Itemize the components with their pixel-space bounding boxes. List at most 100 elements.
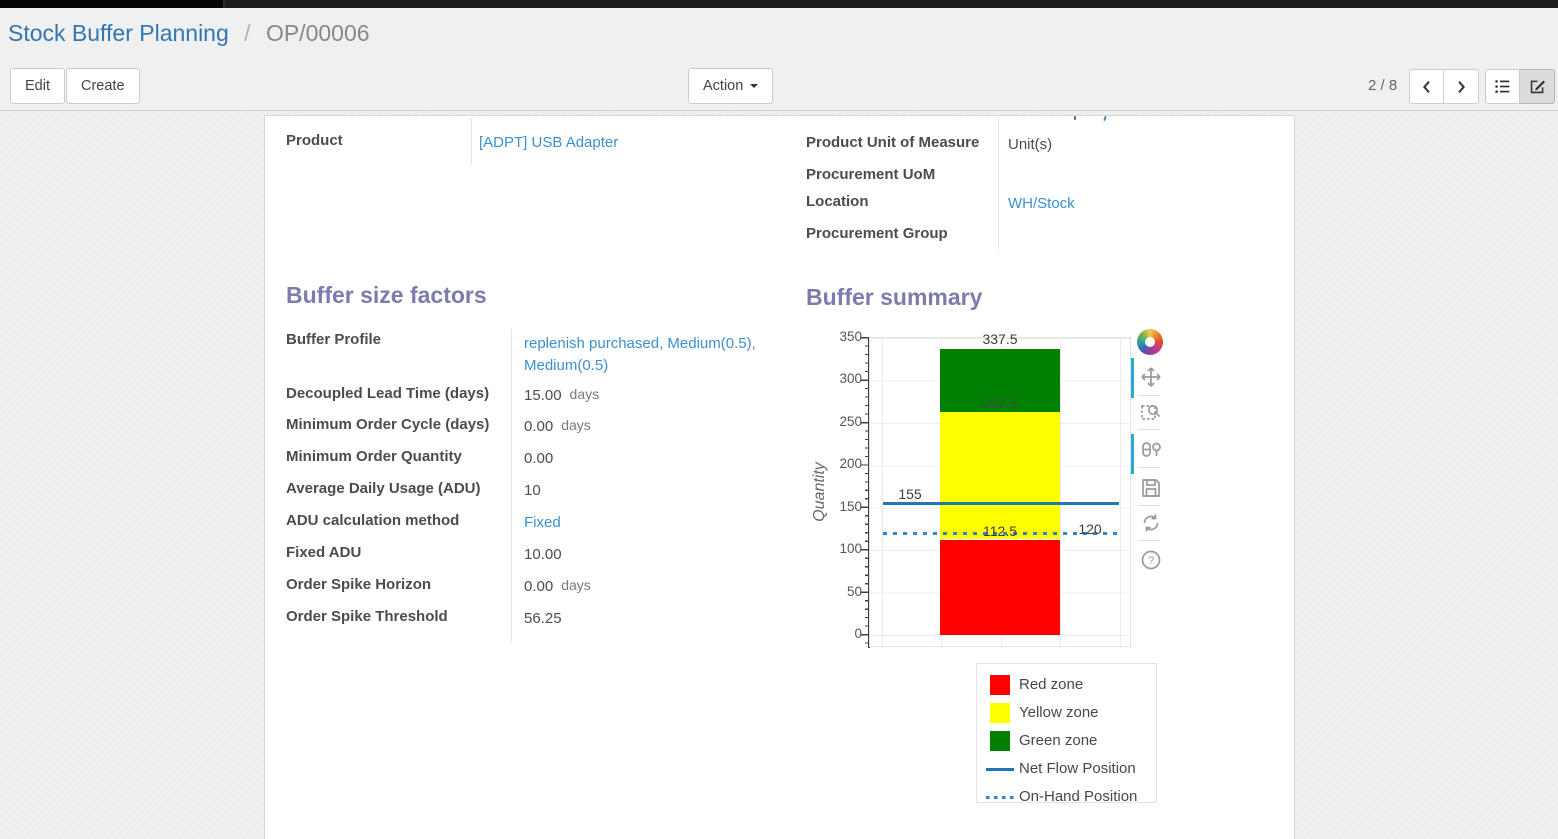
breadcrumb-current: OP/00006	[265, 20, 370, 46]
field-value-spike-threshold: 56.25	[524, 610, 562, 627]
moc-suffix: days	[561, 417, 591, 433]
field-label-dlt: Decoupled Lead Time (days)	[286, 385, 490, 402]
field-value-product-uom: Unit(s)	[1008, 136, 1053, 153]
column-separator	[471, 118, 472, 164]
column-separator	[998, 116, 999, 249]
hover-icon	[1142, 442, 1161, 457]
action-label: Action	[703, 78, 744, 94]
help-tool-button[interactable]: ?	[1139, 548, 1163, 572]
chevron-left-icon	[1422, 80, 1430, 93]
previous-record-button[interactable]	[1409, 69, 1444, 104]
field-value-product-link[interactable]: [ADPT] USB Adapter	[479, 134, 619, 151]
legend-item-net-flow: Net Flow Position	[977, 759, 1156, 779]
field-value-fixed-adu: 10.00	[524, 546, 562, 563]
field-value-adu-method-link[interactable]: Fixed	[524, 514, 561, 531]
green-top-label: 337.5	[982, 331, 1018, 347]
create-button[interactable]: Create	[66, 68, 140, 104]
toolbar-separator	[1138, 467, 1160, 468]
help-icon: ?	[1141, 550, 1161, 570]
breadcrumb-separator: /	[244, 20, 251, 46]
reset-tool-button[interactable]	[1139, 511, 1163, 535]
net-flow-label: 155	[898, 486, 922, 502]
spike-horizon-number: 0.00	[524, 578, 554, 595]
green-zone-bar	[940, 348, 1060, 413]
legend-item-on-hand: On-Hand Position	[977, 787, 1156, 807]
section-title-buffer-size-factors: Buffer size factors	[286, 282, 487, 308]
hover-tool-button[interactable]	[1139, 438, 1163, 462]
form-view-icon	[1530, 80, 1545, 94]
field-label-procurement-uom: Procurement UoM	[806, 166, 936, 183]
list-view-button[interactable]	[1485, 69, 1520, 104]
reset-icon	[1143, 514, 1159, 532]
legend-label: Red zone	[1019, 676, 1084, 693]
solid-line-swatch	[986, 768, 1014, 771]
top-navbar	[0, 0, 1558, 8]
y-axis-minor-ticks	[865, 337, 869, 648]
active-tool-indicator	[1131, 358, 1134, 398]
field-label-location: Location	[806, 193, 869, 210]
field-label-adu: Average Daily Usage (ADU)	[286, 480, 481, 497]
field-label-spike-threshold: Order Spike Threshold	[286, 608, 448, 625]
y-tick-200: 200	[839, 456, 862, 471]
view-switcher-group	[1485, 69, 1555, 104]
y-tick-250: 250	[839, 414, 862, 429]
on-hand-position-line	[883, 531, 1119, 535]
field-value-location-link[interactable]: WH/Stock	[1008, 195, 1075, 212]
save-icon	[1142, 479, 1160, 497]
form-background: Product [ADPT] USB Adapter Product Unit …	[0, 111, 1558, 839]
field-label-fixed-adu: Fixed ADU	[286, 544, 362, 561]
plot-area[interactable]: 337.5 262.5 112.5 155 120	[869, 331, 1131, 647]
breadcrumb: Stock Buffer Planning / OP/00006	[8, 20, 370, 47]
form-view-button[interactable]	[1520, 69, 1555, 104]
chevron-right-icon	[1458, 80, 1465, 93]
top-navbar-active-segment	[0, 0, 225, 8]
chart-toolbar: ?	[1131, 329, 1167, 579]
list-view-icon	[1495, 80, 1510, 93]
field-label-min-order-qty: Minimum Order Quantity	[286, 448, 462, 465]
box-zoom-tool-button[interactable]	[1139, 400, 1163, 424]
field-label-product-uom: Product Unit of Measure	[806, 134, 980, 151]
y-tick-300: 300	[839, 371, 862, 386]
yellow-top-label: 262.5	[982, 395, 1018, 411]
toolbar-separator	[1138, 505, 1160, 506]
legend-label: Green zone	[1019, 732, 1098, 749]
x-gridline	[1120, 338, 1121, 646]
breadcrumb-parent-link[interactable]: Stock Buffer Planning	[8, 20, 229, 46]
pan-icon	[1141, 367, 1161, 387]
action-dropdown-button[interactable]: Action	[688, 68, 774, 104]
active-tool-indicator	[1131, 434, 1134, 474]
next-record-button[interactable]	[1444, 69, 1479, 104]
red-zone-bar	[940, 539, 1060, 635]
y-tick-0: 0	[854, 626, 862, 641]
field-label-buffer-profile: Buffer Profile	[286, 331, 382, 348]
legend-label: On-Hand Position	[1019, 788, 1138, 805]
yellow-swatch	[990, 703, 1010, 723]
legend-item-yellow-zone: Yellow zone	[977, 703, 1156, 723]
field-value-adu: 10	[524, 482, 541, 499]
bokeh-logo-icon[interactable]	[1137, 329, 1163, 355]
y-tick-50: 50	[846, 584, 862, 599]
dlt-suffix: days	[569, 386, 600, 402]
box-zoom-icon	[1141, 404, 1161, 420]
net-flow-position-line	[883, 502, 1119, 505]
red-swatch	[990, 675, 1010, 695]
pan-tool-button[interactable]	[1139, 365, 1163, 389]
save-tool-button[interactable]	[1139, 476, 1163, 500]
chart-legend: Red zone Yellow zone Green zone Net Flow…	[976, 663, 1157, 805]
pager-counter: 2 / 8	[1368, 77, 1398, 94]
field-value-buffer-profile-link[interactable]: replenish purchased, Medium(0.5), Medium…	[524, 335, 756, 374]
clipped-row-remnant	[1074, 116, 1076, 120]
form-sheet: Product [ADPT] USB Adapter Product Unit …	[264, 115, 1295, 839]
dlt-number: 15.00	[524, 387, 562, 404]
svg-text:?: ?	[1148, 555, 1154, 567]
spike-horizon-suffix: days	[561, 577, 591, 593]
section-title-buffer-summary: Buffer summary	[806, 284, 983, 310]
legend-item-red-zone: Red zone	[977, 675, 1156, 695]
field-label-spike-horizon: Order Spike Horizon	[286, 576, 432, 593]
buffer-summary-chart: Quantity 350 300 250 200 150 100 50 0	[810, 326, 1175, 666]
edit-button[interactable]: Edit	[10, 68, 65, 104]
yellow-zone-bar	[940, 412, 1060, 540]
y-tick-350: 350	[839, 329, 862, 344]
field-label-procurement-group: Procurement Group	[806, 225, 948, 242]
field-value-dlt: 15.00 days	[524, 386, 600, 404]
